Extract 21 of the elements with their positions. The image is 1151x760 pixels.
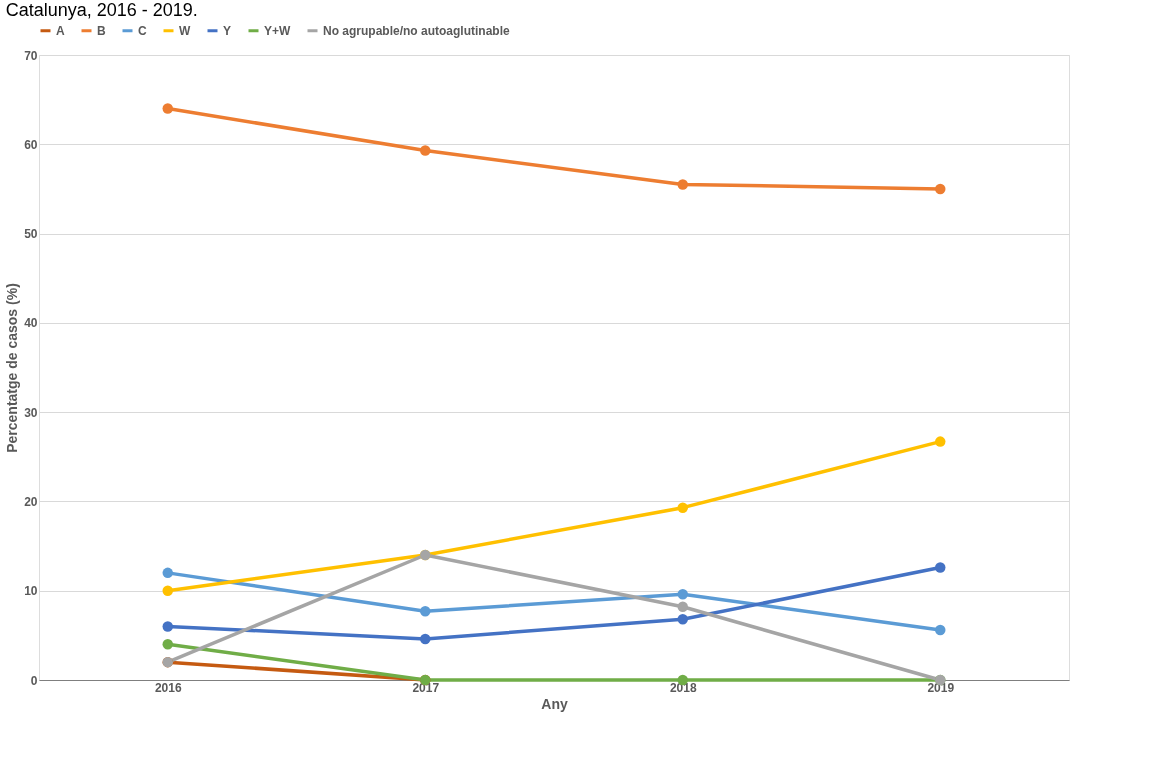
y-tick-label: 60 [24,137,38,152]
x-axis-title: Any [541,695,568,712]
x-tick-label: 2019 [927,680,955,695]
y-tick-label: 10 [24,584,38,599]
y-axis-title: Percentatge de casos (%) [4,283,21,453]
x-tick-label: 2018 [669,680,697,695]
legend-label: Y+W [264,23,292,38]
legend-label: C [138,23,147,38]
legend-label: W [179,23,191,38]
legend-label: No agrupable/no autoaglutinable [323,23,510,38]
y-tick-label: 50 [24,227,38,242]
chart-title: Catalunya, 2016 - 2019. [5,0,198,20]
y-tick-label: 70 [24,48,38,63]
x-tick-label: 2016 [154,680,182,695]
y-tick-label: 40 [24,316,38,331]
y-tick-label: 20 [24,494,38,509]
y-tick-label: 0 [30,673,38,688]
legend-label: B [97,23,106,38]
y-tick-label: 30 [24,405,38,420]
legend-label: A [56,23,65,38]
legend-label: Y [223,23,232,38]
